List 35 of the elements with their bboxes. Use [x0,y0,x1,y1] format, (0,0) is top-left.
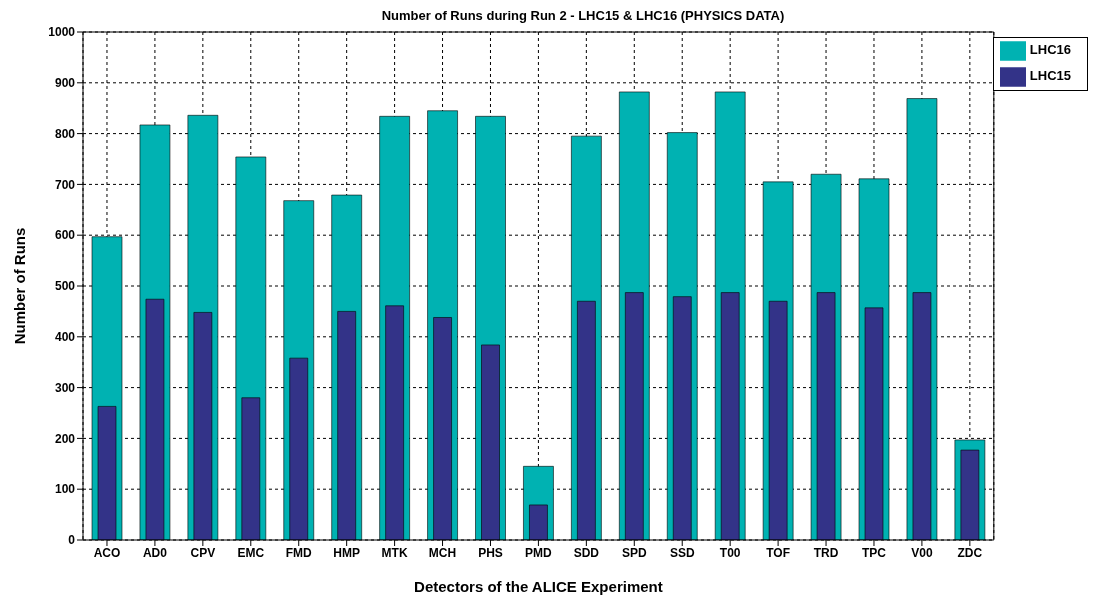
x-tick-label: TRD [813,545,839,560]
x-tick-label: ZDC [957,545,983,560]
y-tick-label: 900 [54,76,76,91]
chart-title: Number of Runs during Run 2 - LHC15 & LHC16 (PHYSICS DATA) [380,8,786,23]
legend-label: LHC15 [1029,68,1071,84]
x-tick-label: MTK [381,545,408,560]
legend-label: LHC16 [1029,42,1071,58]
x-tick-label: FMD [285,545,313,560]
x-tick-label: PMD [525,545,553,560]
x-tick-label: TOF [766,545,790,560]
x-tick-label: V00 [911,545,933,560]
x-tick-label: SSD [669,545,695,560]
y-tick-label: 300 [54,380,76,395]
x-tick-label: TPC [861,545,887,560]
y-tick-label: 600 [54,228,76,243]
y-tick-label: 200 [54,431,76,446]
x-tick-label: HMP [333,545,360,560]
x-tick-label: AD0 [142,545,168,560]
y-tick-label: 800 [54,126,76,141]
y-tick-label: 0 [68,533,76,548]
y-tick-label: 700 [54,177,76,192]
x-tick-label: SDD [573,545,600,560]
x-tick-label: CPV [190,545,216,560]
y-tick-label: 500 [54,279,76,294]
y-tick-label: 100 [54,482,76,497]
x-tick-label: PHS [478,545,503,560]
x-tick-label: MCH [428,545,457,560]
y-axis-title: Number of Runs [11,227,29,345]
x-tick-label: T00 [719,545,741,560]
x-tick-label: ACO [93,545,121,560]
x-tick-label: EMC [237,545,265,560]
y-tick-label: 400 [54,330,76,345]
y-tick-label: 1000 [48,25,76,40]
x-tick-label: SPD [621,545,647,560]
x-axis-title: Detectors of the ALICE Experiment [414,578,663,595]
